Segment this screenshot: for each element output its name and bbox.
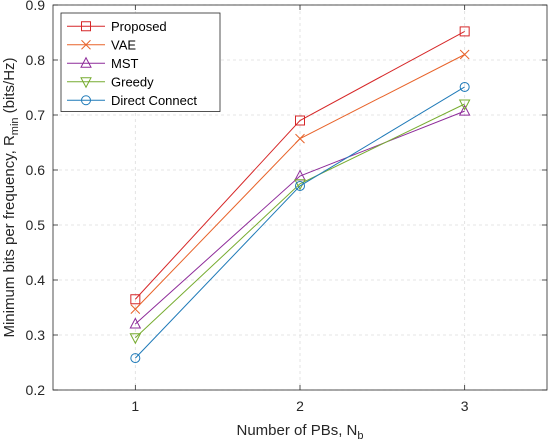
series-line <box>134 86 465 359</box>
x-axis-label: Number of PBs, Nb <box>237 422 364 442</box>
x-tick-label: 1 <box>131 398 139 414</box>
legend-entry: Greedy <box>67 74 154 89</box>
data-point <box>459 26 470 37</box>
data-point <box>130 353 141 364</box>
data-point <box>295 115 305 126</box>
data-point <box>459 81 470 92</box>
data-point <box>129 317 142 329</box>
y-tick-label: 0.5 <box>26 217 46 233</box>
data-point <box>130 304 141 315</box>
legend-label: MST <box>111 56 139 71</box>
axis-ticks: 0.2 0.3 0.4 0.5 0.6 0.7 0.8 0.9 1 2 3 <box>26 0 547 414</box>
x-tick-label: 3 <box>461 398 469 414</box>
legend-entry: VAE <box>67 37 136 52</box>
data-point <box>459 49 470 60</box>
y-tick-label: 0.7 <box>26 107 46 123</box>
legend-label: Direct Connect <box>111 93 197 108</box>
data-point <box>130 294 141 305</box>
series-direct-connect <box>130 81 470 364</box>
data-point <box>295 133 305 144</box>
data-point <box>458 99 471 111</box>
y-axis-label-subscript: min <box>9 117 21 135</box>
legend-marker <box>80 56 92 68</box>
y-tick-label: 0.8 <box>26 52 46 68</box>
legend-marker <box>81 95 91 106</box>
series-line <box>134 30 465 300</box>
legend-box <box>60 12 221 112</box>
legend: Proposed VAE MST Greedy Direct Connect <box>60 12 221 112</box>
legend-label: Greedy <box>111 74 154 89</box>
data-point <box>458 104 471 116</box>
y-axis-label-main: Minimum bits per frequency, R <box>1 135 18 337</box>
series-line <box>134 110 465 325</box>
legend-entry: Direct Connect <box>67 93 197 108</box>
y-tick-label: 0.6 <box>26 162 46 178</box>
x-axis-label-subscript: b <box>357 430 363 442</box>
legend-marker <box>80 77 92 89</box>
legend-label: Proposed <box>111 19 167 34</box>
series-proposed <box>130 26 470 305</box>
series-layer <box>129 26 471 364</box>
y-tick-label: 0.3 <box>26 327 46 343</box>
y-tick-label: 0.4 <box>26 272 46 288</box>
data-point <box>295 180 305 191</box>
x-axis-label-main: Number of PBs, N <box>237 422 358 439</box>
legend-marker <box>81 21 91 32</box>
y-tick-label: 0.2 <box>26 382 46 398</box>
series-vae <box>130 49 470 315</box>
legend-entry: MST <box>67 56 139 71</box>
y-axis-label: Minimum bits per frequency, Rmin (bits/H… <box>1 57 21 337</box>
series-mst <box>129 104 471 329</box>
series-line <box>134 103 465 339</box>
legend-entry: Proposed <box>67 19 167 34</box>
y-axis-label-unit: (bits/Hz) <box>1 57 18 117</box>
y-tick-label: 0.9 <box>26 0 46 13</box>
legend-label: VAE <box>111 37 136 52</box>
legend-marker <box>81 39 91 50</box>
x-tick-label: 2 <box>296 398 304 414</box>
data-point <box>129 333 142 345</box>
